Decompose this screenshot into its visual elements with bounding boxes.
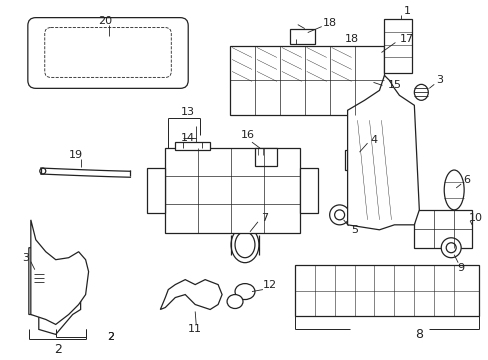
Text: 4: 4 [370, 135, 377, 145]
Ellipse shape [226, 294, 243, 309]
Text: 13: 13 [181, 107, 195, 117]
Ellipse shape [230, 227, 259, 263]
Text: 2: 2 [107, 332, 114, 342]
Text: 8: 8 [414, 328, 423, 341]
Text: 11: 11 [188, 324, 202, 334]
Bar [384, 19, 411, 73]
Bar [229, 45, 384, 115]
Bar [289, 28, 314, 44]
Text: 7: 7 [261, 213, 268, 223]
Text: 9: 9 [457, 263, 464, 273]
Text: 1: 1 [403, 6, 410, 15]
Text: 15: 15 [386, 80, 401, 90]
Ellipse shape [440, 238, 460, 258]
Ellipse shape [443, 170, 463, 210]
Polygon shape [160, 280, 222, 310]
Polygon shape [29, 248, 81, 334]
Text: 3: 3 [22, 253, 29, 263]
Bar [299, 168, 317, 213]
Bar [165, 148, 299, 233]
Ellipse shape [235, 284, 254, 300]
Ellipse shape [235, 232, 254, 258]
Bar [147, 168, 165, 213]
Text: 6: 6 [463, 175, 469, 185]
Text: 18: 18 [322, 18, 336, 28]
Text: 10: 10 [468, 213, 482, 223]
Bar [294, 265, 478, 316]
Text: 12: 12 [263, 280, 276, 289]
Text: 5: 5 [350, 225, 357, 235]
Bar [175, 142, 210, 150]
Bar [254, 148, 276, 166]
Text: 2: 2 [107, 332, 114, 342]
Text: 20: 20 [98, 15, 112, 26]
Ellipse shape [446, 243, 455, 253]
Text: 14: 14 [181, 133, 195, 143]
Text: 3: 3 [435, 75, 442, 85]
Ellipse shape [329, 205, 349, 225]
Text: 19: 19 [68, 150, 82, 160]
Polygon shape [31, 220, 88, 324]
Ellipse shape [33, 270, 45, 285]
Ellipse shape [413, 84, 427, 100]
Ellipse shape [334, 210, 344, 220]
Text: 16: 16 [241, 130, 254, 140]
Bar [413, 210, 471, 248]
Text: 2: 2 [54, 343, 61, 356]
Polygon shape [347, 75, 419, 230]
Text: 18: 18 [344, 33, 358, 44]
Text: 17: 17 [400, 33, 414, 44]
